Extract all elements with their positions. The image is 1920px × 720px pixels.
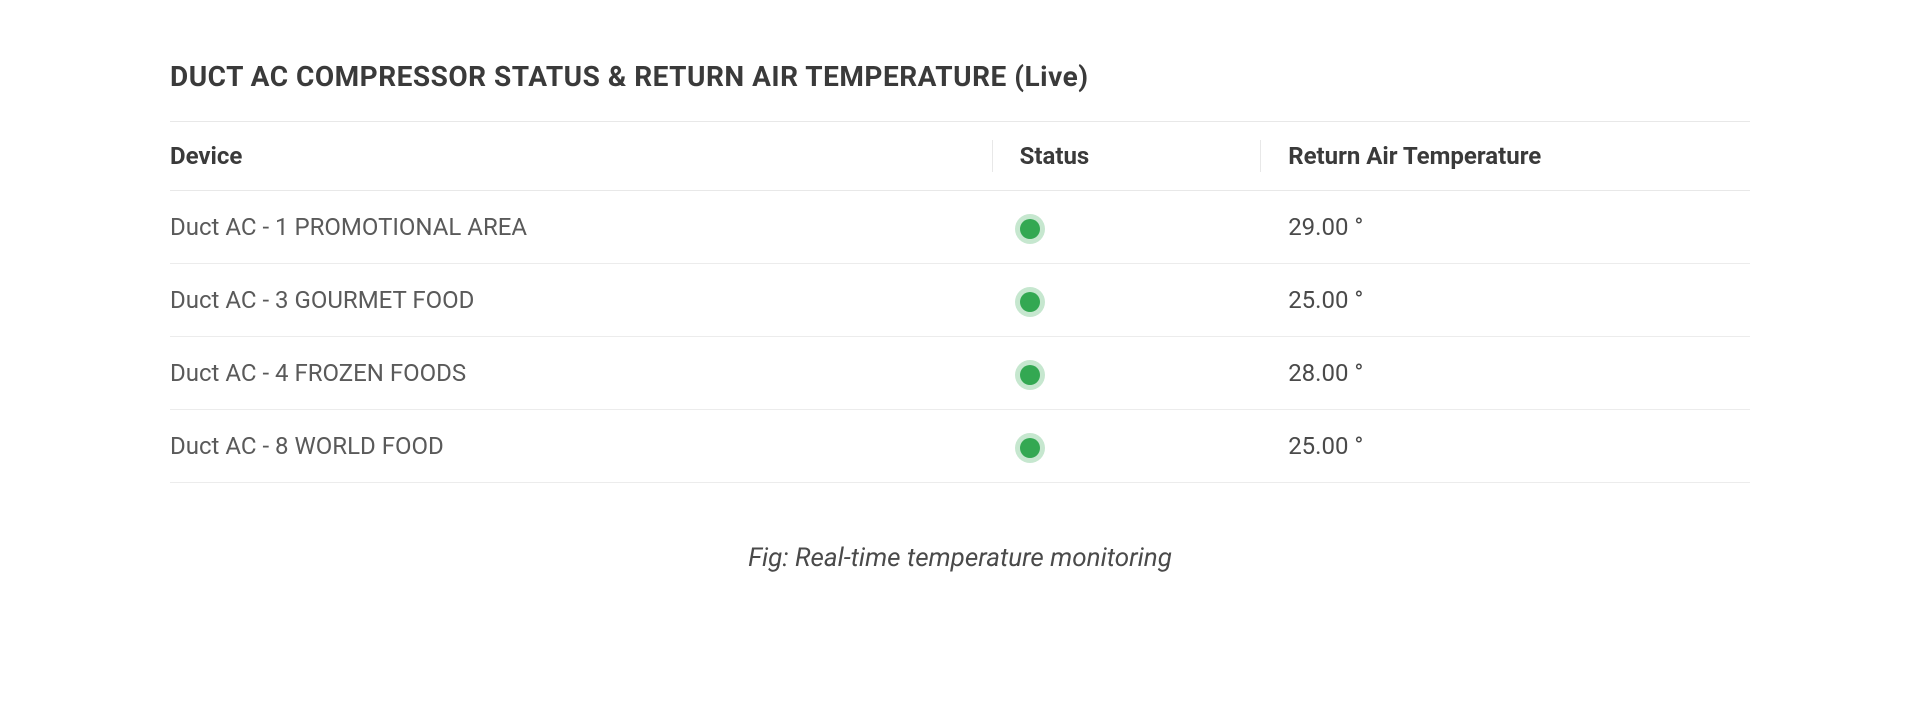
- table-row: Duct AC - 1 PROMOTIONAL AREA 29.00 °: [170, 191, 1750, 264]
- table-row: Duct AC - 3 GOURMET FOOD 25.00 °: [170, 264, 1750, 337]
- cell-device: Duct AC - 1 PROMOTIONAL AREA: [170, 191, 992, 264]
- column-header-status: Status: [992, 122, 1261, 191]
- status-dot-icon: [1020, 438, 1040, 458]
- cell-temperature: 29.00 °: [1260, 191, 1750, 264]
- status-panel: DUCT AC COMPRESSOR STATUS & RETURN AIR T…: [170, 60, 1750, 573]
- status-dot-icon: [1020, 219, 1040, 239]
- column-header-temperature: Return Air Temperature: [1260, 122, 1750, 191]
- cell-temperature: 25.00 °: [1260, 410, 1750, 483]
- status-dot-icon: [1020, 365, 1040, 385]
- cell-device: Duct AC - 8 WORLD FOOD: [170, 410, 992, 483]
- status-table: Device Status Return Air Temperature Duc…: [170, 122, 1750, 483]
- cell-temperature: 25.00 °: [1260, 264, 1750, 337]
- panel-title: DUCT AC COMPRESSOR STATUS & RETURN AIR T…: [170, 60, 1750, 122]
- cell-status: [992, 410, 1261, 483]
- column-header-device: Device: [170, 122, 992, 191]
- cell-device: Duct AC - 3 GOURMET FOOD: [170, 264, 992, 337]
- status-dot-icon: [1020, 292, 1040, 312]
- cell-temperature: 28.00 °: [1260, 337, 1750, 410]
- table-row: Duct AC - 4 FROZEN FOODS 28.00 °: [170, 337, 1750, 410]
- cell-status: [992, 191, 1261, 264]
- cell-status: [992, 337, 1261, 410]
- cell-device: Duct AC - 4 FROZEN FOODS: [170, 337, 992, 410]
- table-header-row: Device Status Return Air Temperature: [170, 122, 1750, 191]
- table-row: Duct AC - 8 WORLD FOOD 25.00 °: [170, 410, 1750, 483]
- cell-status: [992, 264, 1261, 337]
- figure-caption: Fig: Real-time temperature monitoring: [170, 543, 1750, 573]
